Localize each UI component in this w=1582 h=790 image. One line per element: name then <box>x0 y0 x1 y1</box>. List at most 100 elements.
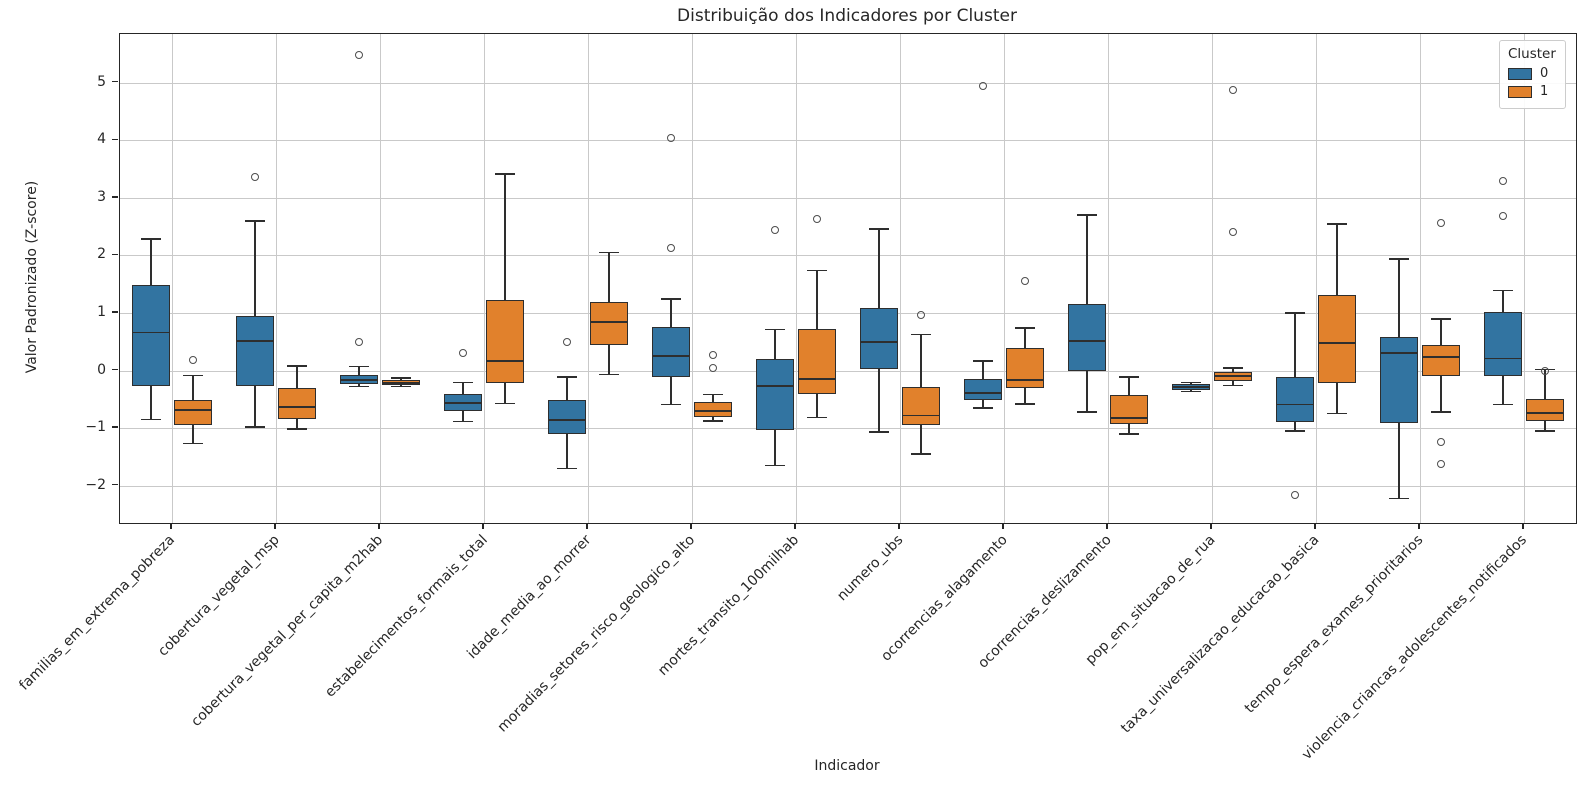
y-tick-mark <box>112 311 118 313</box>
whisker-upper <box>504 173 506 300</box>
x-tick-mark <box>586 523 588 529</box>
box <box>1526 399 1564 422</box>
box <box>132 285 170 387</box>
whisker-lower <box>1440 376 1442 412</box>
gridline-horizontal <box>120 313 1576 315</box>
y-tick-mark <box>112 426 118 428</box>
whisker-upper <box>1024 327 1026 349</box>
whisker-cap <box>557 467 577 470</box>
x-tick-mark <box>274 523 276 529</box>
outlier-point <box>1229 85 1237 94</box>
whisker-upper <box>920 334 922 387</box>
whisker-lower <box>254 385 256 427</box>
whisker-cap <box>765 328 785 331</box>
outlier-point <box>1437 218 1445 227</box>
gridline-vertical <box>484 34 485 523</box>
whisker-cap <box>453 381 473 384</box>
gridline-vertical <box>900 34 901 523</box>
whisker-upper <box>400 378 402 380</box>
outlier-point <box>1437 460 1445 469</box>
gridline-horizontal <box>120 255 1576 257</box>
gridline-vertical <box>276 34 277 523</box>
legend-swatch <box>1508 67 1532 80</box>
whisker-upper <box>1336 223 1338 296</box>
median-line <box>861 340 897 343</box>
whisker-upper <box>1190 382 1192 385</box>
whisker-cap <box>1223 367 1243 369</box>
outlier-point <box>1499 176 1507 185</box>
whisker-cap <box>245 426 265 428</box>
x-tick-mark <box>794 523 796 529</box>
whisker-cap <box>1077 214 1097 216</box>
median-line <box>1277 403 1313 406</box>
box <box>1110 395 1148 425</box>
whisker-lower <box>878 369 880 433</box>
whisker-cap <box>661 403 681 406</box>
box <box>1068 304 1106 372</box>
whisker-upper <box>462 382 464 394</box>
whisker-cap <box>599 251 619 254</box>
whisker-cap <box>287 365 307 367</box>
whisker-cap <box>245 220 265 222</box>
median-line <box>549 419 585 421</box>
y-tick-label: 3 <box>97 188 106 205</box>
whisker-lower <box>1232 381 1234 386</box>
median-line <box>757 385 793 387</box>
x-tick-label: cobertura_vegetal_per_capita_m2hab <box>188 532 387 730</box>
gridline-vertical <box>1420 34 1421 523</box>
box <box>964 378 1002 401</box>
box <box>1276 376 1314 423</box>
whisker-cap <box>1015 403 1035 405</box>
whisker-cap <box>1285 430 1305 432</box>
x-tick-label: violencia_criancas_adolescentes_notifica… <box>1299 532 1531 764</box>
box <box>1006 348 1044 388</box>
legend-entry-label: 1 <box>1540 84 1549 99</box>
whisker-lower <box>150 386 152 420</box>
y-axis-label: Valor Padronizado (Z-score) <box>24 180 40 374</box>
whisker-cap <box>1493 289 1513 292</box>
whisker-cap <box>765 464 785 467</box>
outlier-point <box>251 173 259 182</box>
whisker-cap <box>703 420 723 422</box>
whisker-lower <box>816 393 818 418</box>
outlier-point <box>979 82 987 91</box>
whisker-cap <box>1389 258 1409 260</box>
whisker-cap <box>973 407 993 409</box>
whisker-lower <box>1024 387 1026 404</box>
box <box>236 316 274 386</box>
outlier-point <box>355 51 363 60</box>
median-line <box>445 401 481 404</box>
y-tick-label: 5 <box>97 73 106 90</box>
box <box>798 329 836 394</box>
median-line <box>1319 342 1355 344</box>
outlier-point <box>189 355 197 364</box>
whisker-cap <box>1077 411 1097 413</box>
whisker-upper <box>1294 313 1296 377</box>
median-line <box>487 360 523 363</box>
whisker-cap <box>1181 381 1201 384</box>
box <box>548 400 586 435</box>
whisker-cap <box>1119 433 1139 435</box>
median-line <box>799 378 835 381</box>
box <box>694 401 732 418</box>
x-tick-mark <box>1210 523 1212 529</box>
x-tick-label: taxa_universalizacao_educacao_basica <box>1117 532 1323 737</box>
whisker-upper <box>1440 318 1442 345</box>
outlier-point <box>709 363 717 372</box>
gridline-vertical <box>1524 34 1525 523</box>
whisker-cap <box>183 374 203 377</box>
whisker-cap <box>391 385 411 388</box>
box <box>1380 337 1418 424</box>
box <box>756 359 794 431</box>
box <box>486 299 524 384</box>
outlier-point <box>1437 438 1445 447</box>
whisker-lower <box>920 424 922 454</box>
whisker-cap <box>869 228 889 230</box>
whisker-lower <box>1086 371 1088 412</box>
outlier-point <box>667 244 675 252</box>
whisker-cap <box>1389 497 1409 499</box>
whisker-lower <box>774 430 776 466</box>
x-tick-mark <box>1522 523 1524 529</box>
legend-title: Cluster <box>1508 46 1556 62</box>
whisker-upper <box>1398 258 1400 338</box>
